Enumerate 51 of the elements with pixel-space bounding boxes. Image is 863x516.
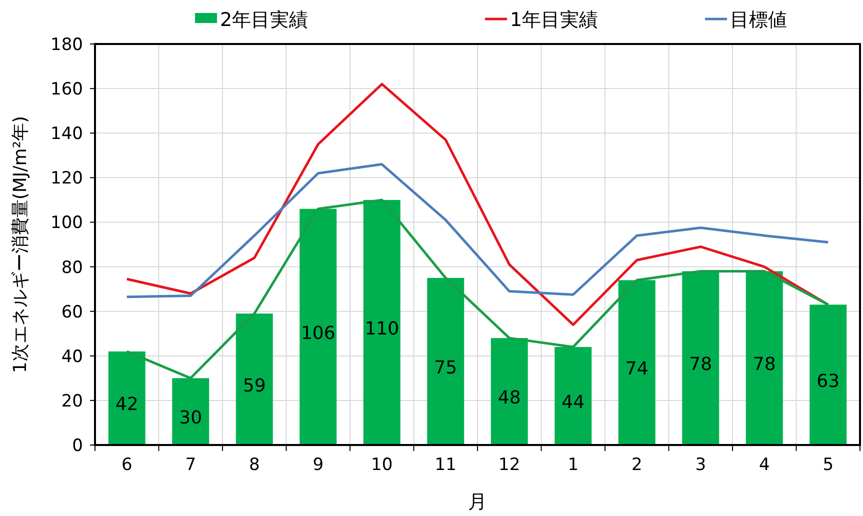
x-tick-label: 5 — [822, 455, 834, 475]
x-tick-label: 1 — [568, 455, 579, 475]
data-label: 30 — [179, 408, 202, 429]
x-tick-label: 6 — [121, 455, 132, 475]
x-tick-label: 9 — [312, 455, 324, 475]
x-tick-label: 2 — [631, 455, 642, 475]
x-tick-label: 4 — [758, 455, 770, 475]
legend-label: 目標値 — [730, 9, 787, 31]
data-label: 63 — [816, 370, 840, 392]
y-tick-label: 0 — [72, 436, 83, 456]
y-tick-label: 60 — [61, 302, 83, 322]
data-label: 59 — [242, 375, 266, 396]
bar — [554, 346, 592, 445]
data-label: 78 — [689, 354, 712, 376]
data-label: 42 — [115, 394, 138, 416]
y-tick-label: 140 — [50, 124, 83, 144]
bar — [618, 280, 656, 445]
bar — [490, 338, 528, 445]
x-tick-label: 8 — [248, 455, 260, 475]
legend-label: 1年目実績 — [510, 9, 598, 31]
bar — [682, 271, 720, 445]
data-label: 48 — [498, 388, 521, 409]
data-label: 110 — [364, 318, 400, 340]
y-axis-title: 1次エネルギー消費量(MJ/m²年) — [10, 116, 31, 374]
data-label: 74 — [625, 358, 648, 380]
x-tick-label: 10 — [371, 455, 393, 475]
bar — [300, 208, 337, 445]
bar — [810, 304, 847, 445]
bar — [236, 314, 273, 445]
y-tick-label: 180 — [50, 35, 83, 55]
x-tick-label: 12 — [498, 455, 520, 475]
bar — [108, 351, 146, 445]
bar — [427, 278, 464, 445]
bar — [172, 378, 210, 445]
legend-label: 2年目実績 — [220, 9, 308, 31]
y-tick-label: 20 — [61, 391, 83, 412]
x-tick-label: 11 — [434, 455, 456, 475]
bar — [363, 200, 400, 445]
x-axis-title: 月 — [468, 491, 487, 513]
y-tick-label: 100 — [50, 213, 83, 234]
bar — [746, 271, 783, 445]
y-tick-label: 40 — [61, 346, 83, 367]
data-label: 44 — [562, 392, 585, 413]
y-tick-label: 120 — [50, 168, 83, 189]
data-label: 78 — [752, 354, 776, 376]
x-tick-label: 3 — [695, 455, 706, 475]
y-tick-label: 160 — [50, 80, 83, 100]
x-tick-label: 7 — [185, 455, 196, 475]
data-label: 106 — [300, 322, 336, 344]
data-label: 75 — [434, 357, 458, 378]
y-tick-label: 80 — [61, 258, 83, 278]
